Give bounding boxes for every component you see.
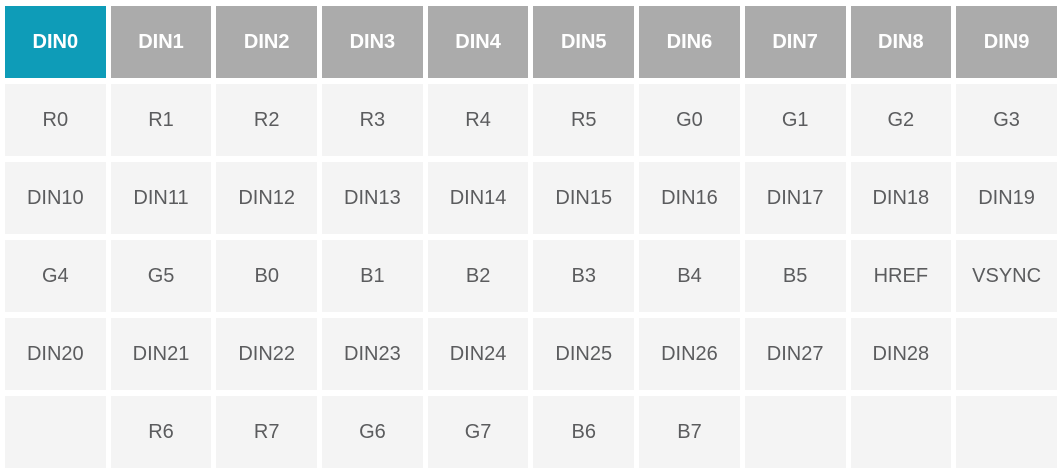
table-cell: DIN18 xyxy=(850,162,952,234)
table-row: R6 R7 G6 G7 B6 B7 xyxy=(5,396,1057,468)
table-cell: DIN12 xyxy=(216,162,318,234)
table-cell-empty xyxy=(850,396,952,468)
table-cell-empty xyxy=(956,396,1057,468)
header-cell: DIN1 xyxy=(110,6,212,78)
table-cell: VSYNC xyxy=(956,240,1057,312)
table-cell: DIN28 xyxy=(850,318,952,390)
table-cell: DIN23 xyxy=(322,318,423,390)
table-cell: DIN11 xyxy=(110,162,212,234)
header-cell: DIN3 xyxy=(322,6,423,78)
table-cell-empty xyxy=(5,396,106,468)
table-cell: DIN25 xyxy=(533,318,635,390)
table-cell: DIN14 xyxy=(427,162,529,234)
header-cell: DIN6 xyxy=(639,6,740,78)
table-cell: DIN27 xyxy=(744,318,846,390)
table-cell: DIN24 xyxy=(427,318,529,390)
table-cell: R7 xyxy=(216,396,318,468)
header-cell-highlighted: DIN0 xyxy=(5,6,106,78)
table-cell: DIN15 xyxy=(533,162,635,234)
header-cell: DIN4 xyxy=(427,6,529,78)
table-cell: DIN13 xyxy=(322,162,423,234)
table-cell: B5 xyxy=(744,240,846,312)
table-cell: B3 xyxy=(533,240,635,312)
table-cell: B0 xyxy=(216,240,318,312)
table-cell: G2 xyxy=(850,84,952,156)
table-row: DIN20 DIN21 DIN22 DIN23 DIN24 DIN25 DIN26 DIN27… xyxy=(5,318,1057,390)
table-cell: G0 xyxy=(639,84,740,156)
table-cell: G7 xyxy=(427,396,529,468)
table-cell: G4 xyxy=(5,240,106,312)
table-cell: DIN19 xyxy=(956,162,1057,234)
table-row: R0 R1 R2 R3 R4 R5 G0 G1 G2 G3 xyxy=(5,84,1057,156)
table-row: DIN10 DIN11 DIN12 DIN13 DIN14 DIN15 DIN16 DIN17… xyxy=(5,162,1057,234)
table-cell: G6 xyxy=(322,396,423,468)
table-cell: G1 xyxy=(744,84,846,156)
table-cell: DIN16 xyxy=(639,162,740,234)
table-cell: R5 xyxy=(533,84,635,156)
table-cell: DIN21 xyxy=(110,318,212,390)
table-cell: R6 xyxy=(110,396,212,468)
table-cell: HREF xyxy=(850,240,952,312)
header-row: DIN0 DIN1 DIN2 DIN3 DIN4 DIN5 DIN6 DIN7 DIN8 DIN9 xyxy=(5,6,1057,78)
table-cell: R2 xyxy=(216,84,318,156)
table-cell: DIN22 xyxy=(216,318,318,390)
table-cell: B6 xyxy=(533,396,635,468)
table-cell: G5 xyxy=(110,240,212,312)
header-cell: DIN7 xyxy=(744,6,846,78)
table-body: R0 R1 R2 R3 R4 R5 G0 G1 G2 G3 DIN10 DIN11 DIN12 DIN13… xyxy=(5,84,1057,468)
table-cell: R0 xyxy=(5,84,106,156)
table-cell: B1 xyxy=(322,240,423,312)
table-row: G4 G5 B0 B1 B2 B3 B4 B5 HREF VSYNC xyxy=(5,240,1057,312)
table-cell: DIN17 xyxy=(744,162,846,234)
table-cell: B4 xyxy=(639,240,740,312)
table-cell: R4 xyxy=(427,84,529,156)
table-header: DIN0 DIN1 DIN2 DIN3 DIN4 DIN5 DIN6 DIN7 DIN8 DIN9 xyxy=(5,6,1057,78)
table-cell: R3 xyxy=(322,84,423,156)
table-cell: DIN10 xyxy=(5,162,106,234)
header-cell: DIN5 xyxy=(533,6,635,78)
header-cell: DIN9 xyxy=(956,6,1057,78)
table-cell: DIN26 xyxy=(639,318,740,390)
table-cell: R1 xyxy=(110,84,212,156)
table-cell: B2 xyxy=(427,240,529,312)
header-cell: DIN2 xyxy=(216,6,318,78)
table-cell: G3 xyxy=(956,84,1057,156)
table-cell-empty xyxy=(744,396,846,468)
table-cell: B7 xyxy=(639,396,740,468)
header-cell: DIN8 xyxy=(850,6,952,78)
table-cell: DIN20 xyxy=(5,318,106,390)
table-cell-empty xyxy=(956,318,1057,390)
